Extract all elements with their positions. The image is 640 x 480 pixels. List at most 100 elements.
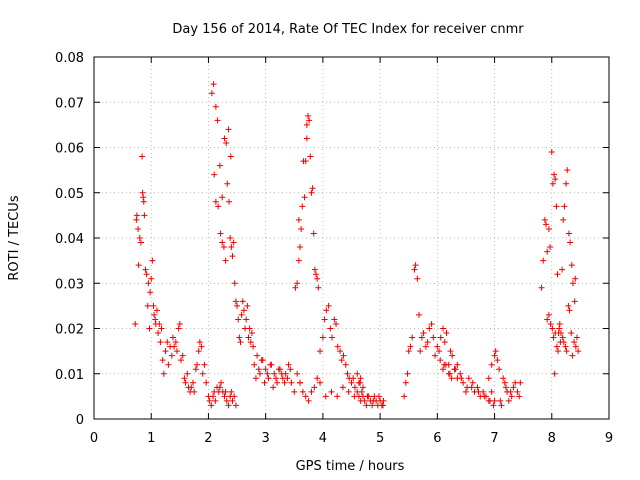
- x-tick-label: 3: [262, 431, 270, 446]
- data-point: [562, 343, 569, 350]
- data-point: [216, 162, 223, 169]
- data-point: [344, 370, 351, 377]
- data-point: [139, 189, 146, 196]
- data-point: [440, 325, 447, 332]
- data-point: [229, 253, 236, 260]
- data-point: [545, 311, 552, 318]
- data-point: [315, 284, 322, 291]
- data-point: [565, 302, 572, 309]
- data-point: [244, 302, 251, 309]
- data-point: [488, 388, 495, 395]
- data-point: [292, 284, 299, 291]
- data-point: [306, 117, 313, 124]
- data-point: [420, 330, 427, 337]
- data-point: [311, 384, 318, 391]
- data-point: [559, 334, 566, 341]
- data-point: [452, 366, 459, 373]
- data-point: [139, 153, 146, 160]
- data-point: [416, 311, 423, 318]
- data-point: [401, 393, 408, 400]
- data-point: [234, 302, 241, 309]
- data-point: [405, 348, 412, 355]
- data-point: [510, 384, 517, 391]
- data-point: [267, 361, 274, 368]
- data-point: [287, 366, 294, 373]
- grid-lines: [94, 57, 609, 419]
- data-point: [156, 320, 163, 327]
- data-point: [402, 379, 409, 386]
- data-point: [552, 330, 559, 337]
- y-tick-label: 0.02: [55, 323, 84, 338]
- data-point: [251, 361, 258, 368]
- data-point: [240, 307, 247, 314]
- data-point: [364, 393, 371, 400]
- data-point: [340, 352, 347, 359]
- data-point: [149, 257, 156, 264]
- data-point: [414, 275, 421, 282]
- data-point: [225, 126, 232, 133]
- data-point: [417, 348, 424, 355]
- data-point: [485, 375, 492, 382]
- data-point: [557, 330, 564, 337]
- data-point: [571, 298, 578, 305]
- data-point: [342, 361, 349, 368]
- data-point: [572, 275, 579, 282]
- data-point: [505, 397, 512, 404]
- data-point: [212, 198, 219, 205]
- data-point: [549, 180, 556, 187]
- data-point: [261, 379, 268, 386]
- data-point: [211, 171, 218, 178]
- data-point: [173, 348, 180, 355]
- data-point: [517, 379, 524, 386]
- data-point: [133, 216, 140, 223]
- data-point: [133, 212, 140, 219]
- data-point: [146, 325, 153, 332]
- data-point: [418, 334, 425, 341]
- data-point: [227, 153, 234, 160]
- data-point: [564, 167, 571, 174]
- data-point: [541, 216, 548, 223]
- data-point: [140, 198, 147, 205]
- data-point: [265, 375, 272, 382]
- data-point: [302, 393, 309, 400]
- data-point: [436, 348, 443, 355]
- data-point: [457, 370, 464, 377]
- data-point: [571, 339, 578, 346]
- data-point: [217, 230, 224, 237]
- data-point: [319, 334, 326, 341]
- data-point: [555, 348, 562, 355]
- data-point: [272, 375, 279, 382]
- data-point: [194, 361, 200, 368]
- y-tick-label: 0.04: [55, 232, 84, 247]
- data-point: [301, 194, 308, 201]
- data-point: [369, 402, 376, 409]
- data-point: [299, 388, 306, 395]
- x-tick-label: 7: [490, 431, 498, 446]
- data-point: [198, 343, 205, 350]
- data-point: [223, 397, 230, 404]
- data-point: [297, 379, 303, 386]
- y-tick-label: 0.05: [55, 187, 84, 202]
- data-point: [231, 280, 238, 287]
- data-point: [309, 185, 316, 192]
- data-point: [256, 370, 263, 377]
- data-point: [560, 216, 567, 223]
- data-point: [191, 388, 198, 395]
- data-point: [498, 402, 505, 409]
- data-point: [559, 266, 566, 273]
- data-point: [460, 379, 467, 386]
- data-point: [380, 397, 387, 404]
- data-point: [424, 339, 431, 346]
- chart-title: Day 156 of 2014, Rate Of TEC Index for r…: [172, 22, 524, 37]
- data-point: [151, 311, 158, 318]
- data-point: [250, 343, 257, 350]
- data-point: [500, 375, 507, 382]
- data-point: [246, 325, 253, 332]
- data-point: [221, 393, 228, 400]
- data-point: [317, 379, 324, 386]
- data-point: [305, 112, 312, 119]
- data-point: [514, 388, 521, 395]
- data-point: [232, 402, 239, 409]
- data-point: [411, 266, 418, 273]
- data-point: [171, 343, 178, 350]
